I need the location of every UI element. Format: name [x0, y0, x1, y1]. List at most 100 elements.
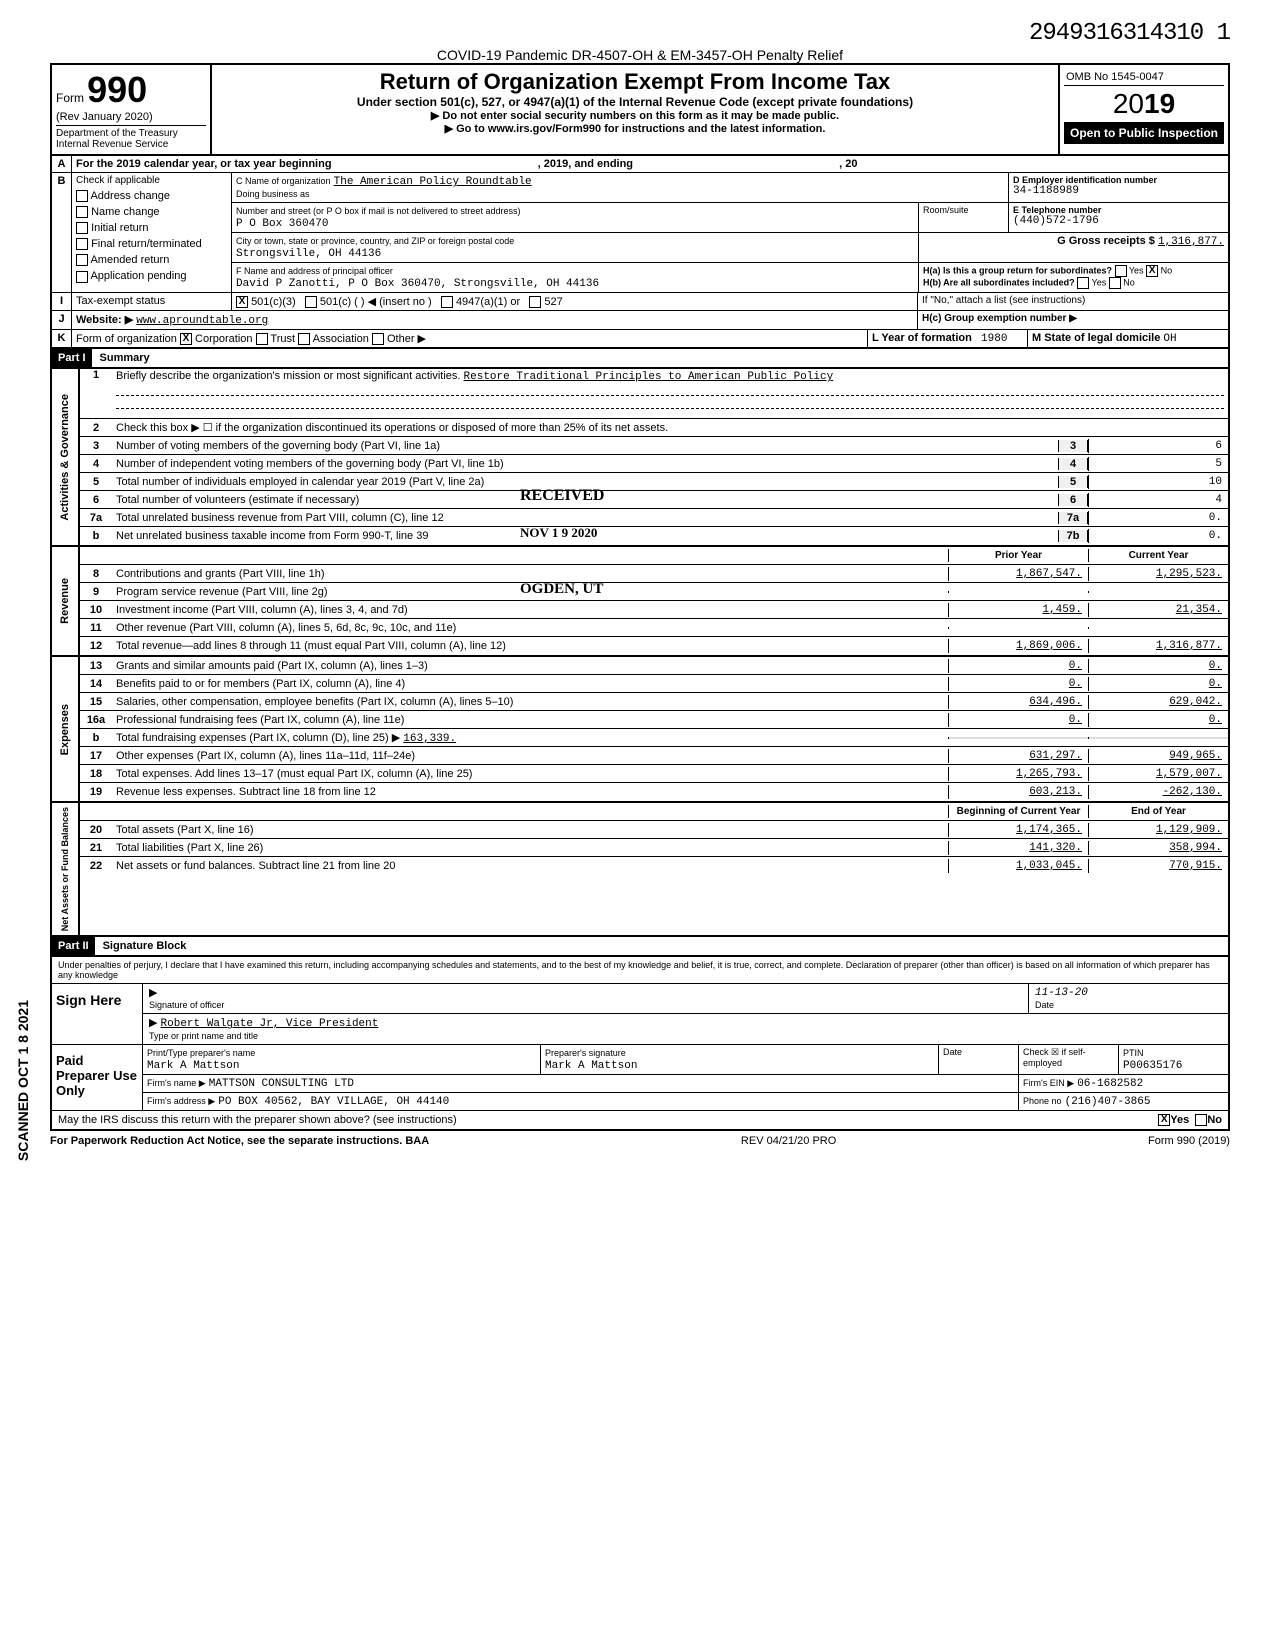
checkbox-address-change[interactable] [76, 190, 88, 202]
val10c: 21,354. [1088, 603, 1228, 617]
hc-label: H(c) Group exemption number ▶ [922, 313, 1077, 324]
open-public: Open to Public Inspection [1064, 122, 1224, 144]
ptin-label: PTIN [1123, 1048, 1144, 1058]
col-current: Current Year [1088, 549, 1228, 562]
checkbox-pending[interactable] [76, 271, 88, 283]
col-begin: Beginning of Current Year [948, 805, 1088, 818]
opt-corp: Corporation [195, 333, 252, 345]
ha-label: H(a) Is this a group return for subordin… [923, 265, 1112, 275]
line-b-heading: Check if applicable [72, 173, 231, 188]
stamp-place: OGDEN, UT [520, 581, 603, 598]
checkbox-final-return[interactable] [76, 238, 88, 250]
box7b: 7b [1058, 530, 1088, 542]
opt-4947: 4947(a)(1) or [456, 296, 520, 308]
city-label: City or town, state or province, country… [236, 236, 514, 246]
year-prefix: 20 [1113, 88, 1144, 119]
val6: 4 [1088, 493, 1228, 507]
stamp-date: NOV 1 9 2020 [520, 525, 597, 541]
line2-text: Check this box ▶ ☐ if the organization d… [112, 420, 1228, 435]
opt-final-return: Final return/terminated [91, 238, 202, 250]
yes-label3: Yes [1170, 1114, 1189, 1126]
line13-text: Grants and similar amounts paid (Part IX… [112, 659, 948, 673]
ein-label: D Employer identification number [1013, 175, 1224, 185]
checkbox-hb-no[interactable] [1109, 277, 1121, 289]
line-a-label: A [52, 156, 72, 172]
discuss-text: May the IRS discuss this return with the… [58, 1114, 1158, 1126]
form-org-label: Form of organization [76, 333, 177, 345]
line8-text: Contributions and grants (Part VIII, lin… [112, 567, 948, 581]
checkbox-501c3[interactable]: X [236, 296, 248, 308]
opt-501c: 501(c) ( [320, 296, 358, 308]
firm-label: Firm's name ▶ [147, 1078, 206, 1088]
stamp-received: RECEIVED [520, 487, 604, 505]
state-label: M State of legal domicile [1032, 332, 1160, 344]
tax-exempt-label: Tax-exempt status [72, 293, 232, 310]
line19-text: Revenue less expenses. Subtract line 18 … [112, 785, 948, 799]
line11-text: Other revenue (Part VIII, column (A), li… [112, 621, 948, 635]
checkbox-initial-return[interactable] [76, 222, 88, 234]
col-end: End of Year [1088, 805, 1228, 818]
val21e: 358,994. [1088, 841, 1228, 855]
firm-phone: (216)407-3865 [1065, 1096, 1151, 1108]
val12p: 1,869,006. [948, 639, 1088, 653]
firm-ein: 06-1682582 [1077, 1078, 1143, 1090]
part2-header: Part II [52, 937, 95, 955]
val15c: 629,042. [1088, 695, 1228, 709]
checkbox-amended[interactable] [76, 254, 88, 266]
irs-label: Internal Revenue Service [56, 139, 206, 150]
no-label3: No [1207, 1114, 1222, 1126]
checkbox-501c[interactable] [305, 296, 317, 308]
box7a: 7a [1058, 512, 1088, 524]
gross-label: G Gross receipts $ [1057, 235, 1155, 247]
checkbox-ha-no[interactable]: X [1146, 265, 1158, 277]
omb-number: OMB No 1545-0047 [1064, 69, 1224, 86]
line-a-text2: , 2019, and ending [538, 158, 633, 170]
org-name: The American Policy Roundtable [334, 176, 532, 188]
line17-text: Other expenses (Part IX, column (A), lin… [112, 749, 948, 763]
dba-label: Doing business as [236, 189, 310, 199]
form-word: Form [56, 91, 84, 105]
checkbox-4947[interactable] [441, 296, 453, 308]
line20-text: Total assets (Part X, line 16) [112, 823, 948, 837]
phone-value: (440)572-1796 [1013, 215, 1224, 227]
checkbox-other[interactable] [372, 333, 384, 345]
website-label: Website: ▶ [76, 314, 133, 326]
checkbox-hb-yes[interactable] [1077, 277, 1089, 289]
checkbox-discuss-no[interactable] [1195, 1114, 1207, 1126]
checkbox-discuss-yes[interactable]: X [1158, 1114, 1170, 1126]
val4: 5 [1088, 457, 1228, 471]
checkbox-corp[interactable]: X [180, 333, 192, 345]
line21-text: Total liabilities (Part X, line 26) [112, 841, 948, 855]
yes-label2: Yes [1092, 277, 1107, 287]
form-header: Form 990 (Rev January 2020) Department o… [50, 63, 1230, 156]
line4-text: Number of independent voting members of … [112, 457, 1058, 471]
firm-addr: PO BOX 40562, BAY VILLAGE, OH 44140 [218, 1096, 449, 1108]
officer-value: David P Zanotti, P O Box 360470, Strongs… [236, 278, 599, 290]
line7a-text: Total unrelated business revenue from Pa… [112, 511, 1058, 525]
checkbox-trust[interactable] [256, 333, 268, 345]
val19c: -262,130. [1088, 785, 1228, 799]
title-note2: ▶ Go to www.irs.gov/Form990 for instruct… [220, 122, 1050, 135]
opt-trust: Trust [270, 333, 295, 345]
checkbox-name-change[interactable] [76, 206, 88, 218]
checkbox-ha-yes[interactable] [1115, 265, 1127, 277]
opt-501c3: 501(c)(3) [251, 296, 296, 308]
checkbox-527[interactable] [529, 296, 541, 308]
checkbox-assoc[interactable] [298, 333, 310, 345]
officer-name: Robert Walgate Jr, Vice President [161, 1018, 379, 1030]
opt-name-change: Name change [91, 206, 160, 218]
expenses-label: Expenses [57, 700, 73, 759]
year-suffix: 19 [1144, 88, 1175, 119]
val8c: 1,295,523. [1088, 567, 1228, 581]
val20b: 1,174,365. [948, 823, 1088, 837]
room-label: Room/suite [918, 203, 1008, 232]
preparer-label: Paid Preparer Use Only [52, 1045, 142, 1110]
line-i-label: I [52, 293, 72, 310]
sig-date: 11-13-20 [1035, 987, 1088, 999]
line-k-label: K [52, 330, 72, 347]
title-note1: ▶ Do not enter social security numbers o… [220, 109, 1050, 122]
line-j-label: J [52, 311, 72, 329]
line-a-text1: For the 2019 calendar year, or tax year … [76, 158, 332, 170]
perjury-text: Under penalties of perjury, I declare th… [52, 957, 1228, 984]
sig-date-label: Date [1035, 1000, 1054, 1010]
